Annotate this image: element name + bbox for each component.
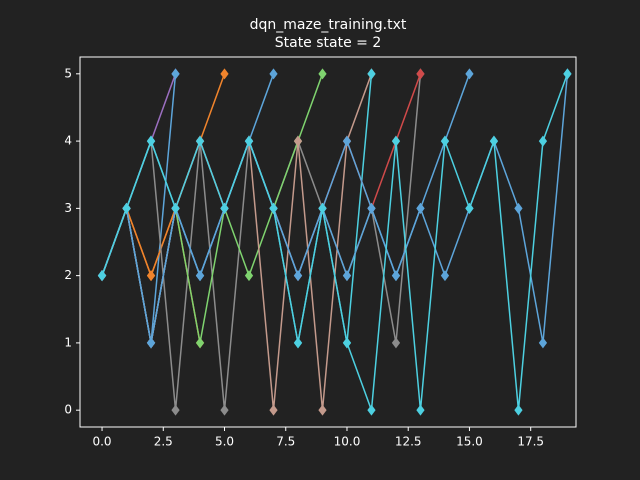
point-marker <box>440 270 450 282</box>
point-marker <box>97 270 107 282</box>
point-marker <box>391 337 401 349</box>
point-marker <box>367 202 376 214</box>
point-marker <box>514 202 523 214</box>
y-tick-label: 0 <box>64 403 72 417</box>
point-marker <box>122 202 131 214</box>
chart-title: dqn_maze_training.txt <box>250 17 407 33</box>
point-marker <box>367 68 376 80</box>
point-marker <box>367 404 376 416</box>
point-marker <box>318 404 327 416</box>
point-marker <box>293 270 303 282</box>
x-tick-label: 2.5 <box>154 435 173 449</box>
x-tick-label: 5.0 <box>215 435 234 449</box>
point-marker <box>489 135 499 147</box>
y-tick-label: 5 <box>64 66 72 80</box>
point-marker <box>171 202 180 214</box>
series-line <box>101 73 569 411</box>
point-marker <box>146 337 156 349</box>
point-marker <box>342 270 352 282</box>
point-marker <box>195 270 205 282</box>
point-marker <box>538 337 548 349</box>
point-marker <box>146 135 156 147</box>
x-tick-label: 10.0 <box>334 435 361 449</box>
point-marker <box>293 337 303 349</box>
point-marker <box>171 68 180 80</box>
point-marker <box>195 135 205 147</box>
point-marker <box>538 135 548 147</box>
point-marker <box>318 68 327 80</box>
point-marker <box>269 404 278 416</box>
x-tick-label: 0.0 <box>92 435 111 449</box>
y-tick-label: 4 <box>64 134 72 148</box>
point-marker <box>416 68 425 80</box>
point-marker <box>391 135 401 147</box>
point-marker <box>440 135 450 147</box>
point-marker <box>293 135 303 147</box>
point-marker <box>514 404 523 416</box>
point-marker <box>342 337 352 349</box>
point-marker <box>416 202 425 214</box>
point-marker <box>195 337 205 349</box>
point-marker <box>269 202 278 214</box>
point-marker <box>171 404 180 416</box>
y-tick-label: 2 <box>64 268 72 282</box>
y-tick-label: 1 <box>64 335 72 349</box>
point-marker <box>244 270 254 282</box>
point-marker <box>146 270 156 282</box>
point-marker <box>318 202 327 214</box>
point-marker <box>220 202 229 214</box>
point-marker <box>465 202 474 214</box>
chart-subtitle: State state = 2 <box>275 35 382 51</box>
point-marker <box>391 270 401 282</box>
y-tick-label: 3 <box>64 201 72 215</box>
point-marker <box>563 68 572 80</box>
point-marker <box>244 135 254 147</box>
point-marker <box>220 404 229 416</box>
point-marker <box>269 68 278 80</box>
point-marker <box>416 404 425 416</box>
x-tick-label: 15.0 <box>456 435 483 449</box>
point-marker <box>220 68 229 80</box>
x-tick-label: 7.5 <box>276 435 295 449</box>
point-marker <box>342 135 352 147</box>
axes-frame <box>79 56 577 428</box>
point-marker <box>465 68 474 80</box>
x-tick-label: 17.5 <box>517 435 544 449</box>
x-tick-label: 12.5 <box>395 435 422 449</box>
